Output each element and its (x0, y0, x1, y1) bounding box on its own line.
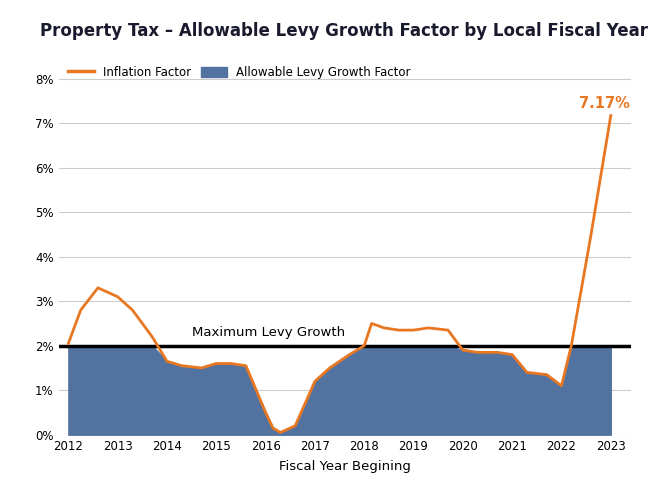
Legend: Inflation Factor, Allowable Levy Growth Factor: Inflation Factor, Allowable Levy Growth … (64, 62, 415, 83)
Text: 7.17%: 7.17% (578, 96, 630, 111)
Text: Property Tax – Allowable Levy Growth Factor by Local Fiscal Year: Property Tax – Allowable Levy Growth Fac… (40, 22, 649, 40)
Text: Maximum Levy Growth: Maximum Levy Growth (192, 326, 344, 339)
X-axis label: Fiscal Year Begining: Fiscal Year Begining (279, 459, 410, 472)
